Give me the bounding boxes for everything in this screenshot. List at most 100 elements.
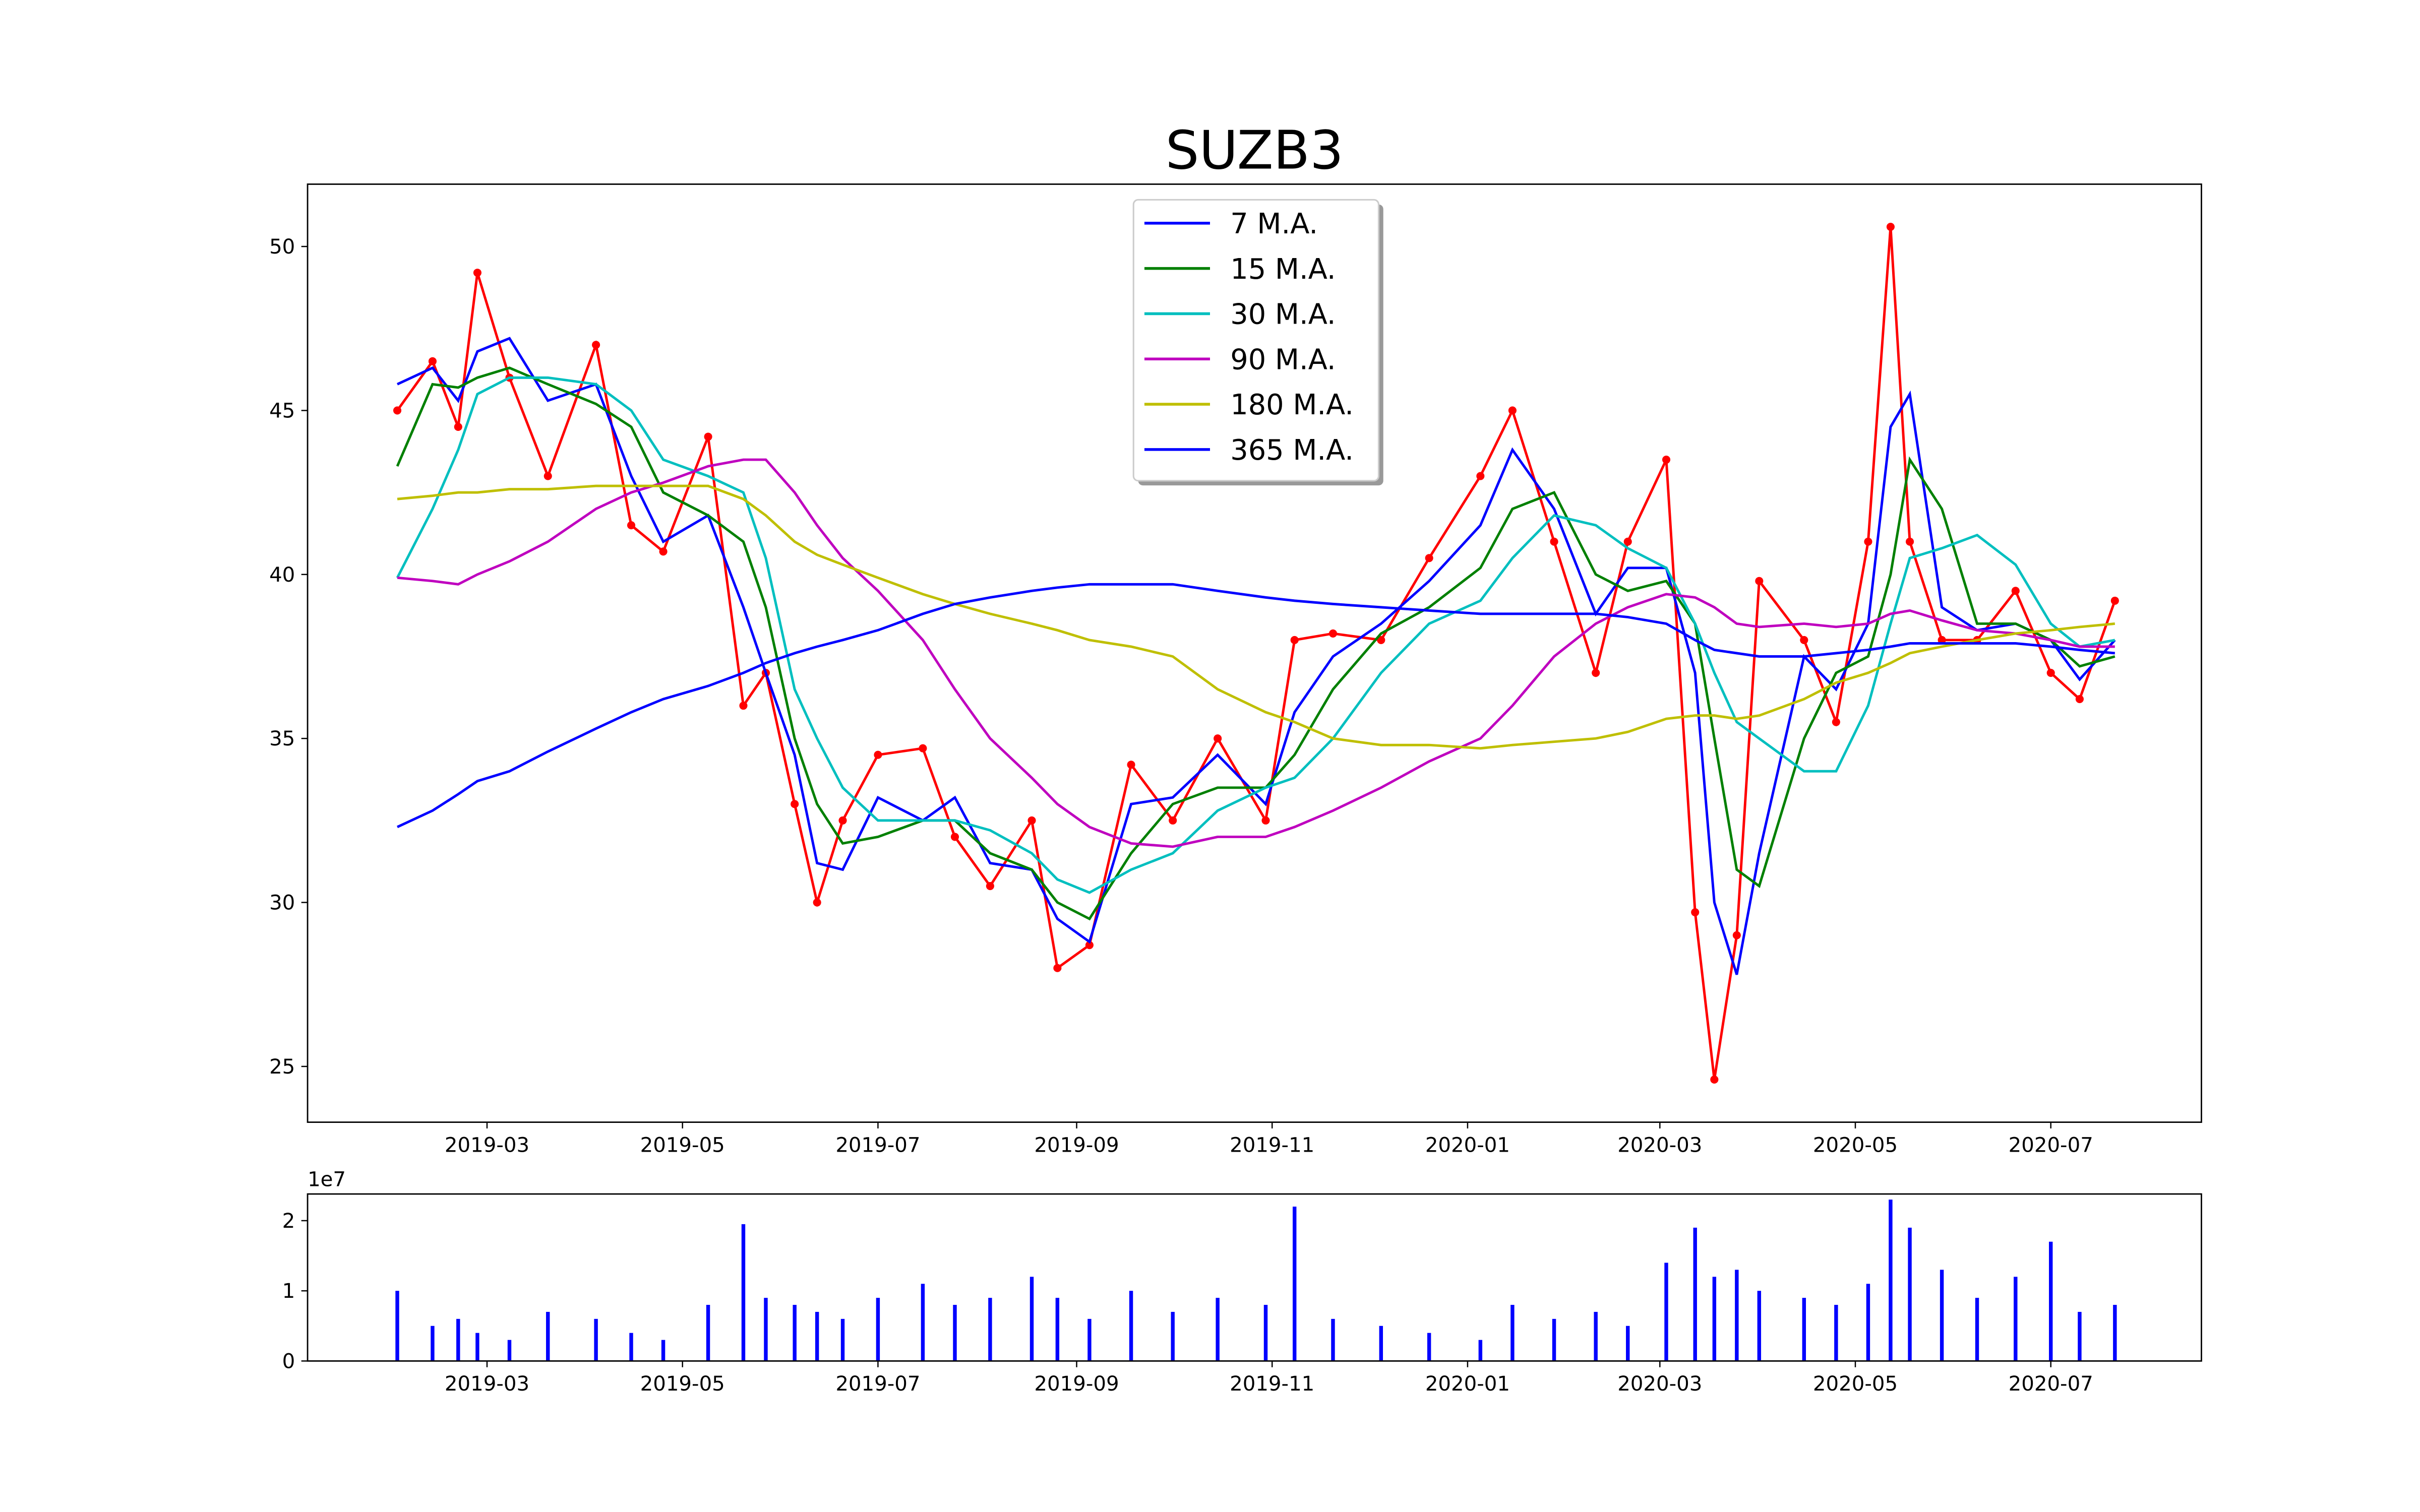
x-tick-label: 2019-03 — [445, 1372, 529, 1396]
point-marker — [592, 341, 600, 349]
bar — [764, 1298, 768, 1361]
x-tick-label: 2020-07 — [2009, 1133, 2093, 1157]
bar — [815, 1311, 819, 1361]
bar — [1594, 1311, 1598, 1361]
legend-label: 365 M.A. — [1230, 434, 1354, 467]
bar — [1908, 1227, 1912, 1361]
x-tick-label: 2020-03 — [1617, 1133, 1702, 1157]
point-marker — [2046, 668, 2055, 677]
y-tick-label: 0 — [282, 1350, 295, 1373]
series-line — [397, 458, 2115, 848]
bar — [1552, 1318, 1556, 1361]
axis-offset-label: 1e7 — [308, 1168, 346, 1191]
point-marker — [1732, 931, 1741, 939]
bar — [546, 1311, 550, 1361]
series-line — [397, 484, 2115, 750]
point-marker — [838, 816, 847, 825]
point-marker — [874, 750, 882, 759]
x-tick-label: 2019-11 — [1230, 1372, 1314, 1396]
point-marker — [2110, 596, 2119, 605]
bar — [661, 1340, 666, 1361]
bar — [2049, 1241, 2053, 1361]
point-marker — [1476, 472, 1485, 480]
bar — [1802, 1298, 1806, 1361]
point-marker — [2011, 587, 2020, 595]
bar — [1263, 1305, 1268, 1361]
x-tick-label: 2020-07 — [2009, 1372, 2093, 1396]
legend-label: 90 M.A. — [1230, 343, 1336, 376]
point-marker — [1085, 941, 1094, 950]
point-marker — [1053, 964, 1062, 972]
bar — [1087, 1318, 1092, 1361]
axes-frame — [307, 1193, 2202, 1362]
bar — [1693, 1227, 1697, 1361]
point-marker — [1592, 668, 1600, 677]
bar — [988, 1298, 992, 1361]
point-marker — [1169, 816, 1177, 825]
y-tick-label: 35 — [269, 727, 295, 750]
legend-label: 7 M.A. — [1230, 208, 1318, 240]
bar — [629, 1333, 633, 1361]
bar — [594, 1318, 598, 1361]
point-marker — [1755, 577, 1764, 585]
bar — [1940, 1270, 1944, 1361]
x-tick-label: 2020-03 — [1617, 1372, 1702, 1396]
point-marker — [2075, 695, 2084, 704]
x-tick-label: 2019-11 — [1230, 1133, 1314, 1157]
bar — [1379, 1326, 1383, 1361]
bar — [1216, 1298, 1220, 1361]
point-marker — [704, 432, 712, 441]
bar — [1664, 1263, 1668, 1361]
series-line — [396, 337, 2116, 975]
y-tick-label: 2 — [282, 1210, 295, 1233]
point-marker — [1662, 456, 1671, 464]
x-tick-label: 2019-05 — [640, 1372, 725, 1396]
point-marker — [1864, 537, 1872, 546]
bar — [507, 1340, 512, 1361]
x-tick-label: 2020-05 — [1813, 1372, 1898, 1396]
bar — [1866, 1284, 1870, 1361]
bar — [2113, 1305, 2117, 1361]
point-marker — [813, 898, 821, 907]
bar — [1427, 1333, 1431, 1361]
legend-label: 180 M.A. — [1230, 389, 1354, 421]
point-marker — [986, 881, 994, 891]
legend-label: 30 M.A. — [1230, 298, 1336, 331]
y-tick-label: 1 — [282, 1280, 295, 1303]
bar — [456, 1318, 460, 1361]
bar — [1171, 1311, 1175, 1361]
x-tick-label: 2020-01 — [1425, 1372, 1510, 1396]
bar — [1510, 1305, 1515, 1361]
bar — [475, 1333, 479, 1361]
bar — [1735, 1270, 1739, 1361]
point-marker — [791, 800, 799, 808]
legend-box — [1132, 199, 1379, 482]
bar — [793, 1305, 797, 1361]
bar — [1030, 1277, 1034, 1361]
point-marker — [627, 521, 636, 530]
bar — [921, 1284, 925, 1361]
point-marker — [1127, 761, 1135, 769]
y-tick-label: 30 — [269, 892, 295, 915]
point-marker — [659, 547, 668, 556]
point-marker — [1886, 222, 1895, 231]
point-marker — [1623, 537, 1632, 546]
x-tick-label: 2019-07 — [835, 1133, 920, 1157]
point-marker — [1906, 537, 1914, 546]
y-tick-label: 25 — [269, 1055, 295, 1079]
point-marker — [1328, 629, 1338, 638]
point-marker — [454, 422, 462, 431]
bar — [1331, 1318, 1335, 1361]
bar — [1712, 1277, 1717, 1361]
bar — [953, 1305, 957, 1361]
series-line — [396, 376, 2115, 894]
bar — [2078, 1311, 2082, 1361]
x-tick-label: 2019-03 — [445, 1133, 529, 1157]
x-tick-label: 2019-09 — [1034, 1372, 1119, 1396]
chart-title: SUZB3 — [1166, 119, 1344, 181]
bar — [1889, 1200, 1893, 1361]
x-tick-label: 2020-01 — [1425, 1133, 1510, 1157]
legend-label: 15 M.A. — [1230, 253, 1336, 286]
